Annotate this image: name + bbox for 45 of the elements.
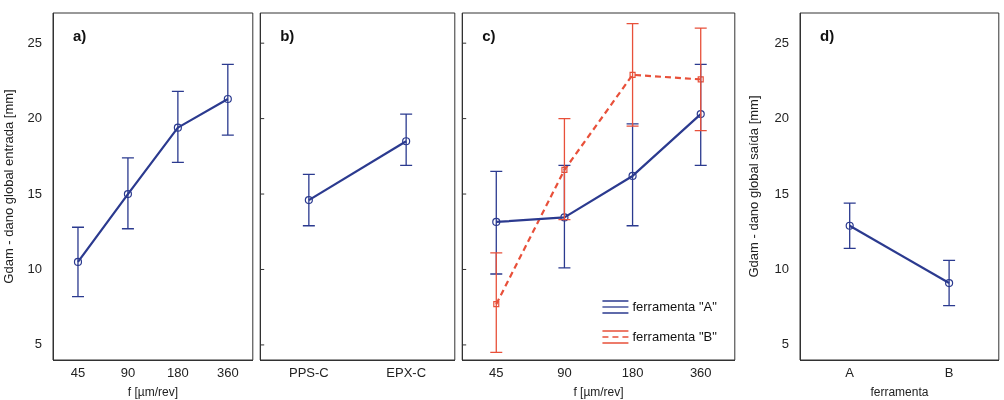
point [173, 123, 182, 132]
x-tick-label: 180 [621, 365, 644, 381]
y-axis-title: Gdam - dano global saída [mm] [746, 95, 762, 278]
point [628, 171, 637, 181]
legend-label: ferramenta "A" [632, 298, 718, 314]
legend-label: ferramenta "B" [632, 328, 718, 344]
x-tick-label: 360 [689, 365, 712, 381]
y-tick-label: 20 [27, 110, 42, 126]
y-tick-label: 5 [781, 336, 789, 352]
x-tick-label: B [944, 365, 954, 381]
x-tick-label: 360 [216, 365, 239, 381]
y-tick-label: 15 [27, 185, 42, 201]
x-tick-label: 45 [70, 365, 86, 381]
x-tick-label: 90 [120, 365, 136, 381]
point [123, 189, 133, 199]
point [629, 71, 636, 78]
text: a) [73, 26, 87, 44]
x-tick-label: 90 [557, 365, 572, 381]
x-tick-label: PPS-C [288, 365, 329, 381]
y-tick-label: 20 [774, 110, 789, 126]
text: c) [482, 26, 496, 44]
point [697, 76, 704, 83]
x-tick-label: 180 [167, 365, 189, 381]
x-axis-title: ferramenta [870, 385, 929, 400]
x-tick-label: EPX-C [386, 365, 427, 381]
x-tick-label: A [845, 365, 855, 381]
y-tick-label: 10 [774, 261, 789, 277]
point [492, 217, 501, 227]
y-tick-label: 25 [774, 34, 789, 50]
x-tick-label: 45 [489, 365, 504, 381]
y-tick-label: 25 [27, 34, 42, 50]
x-axis-title: f [µm/rev] [127, 385, 179, 400]
text: d) [820, 26, 835, 44]
y-tick-label: 10 [27, 261, 42, 277]
point [493, 301, 500, 308]
point [696, 109, 705, 119]
text: b) [280, 26, 295, 44]
y-axis-title: Gdam - dano global entrada [mm] [1, 89, 17, 284]
y-tick-label: 5 [34, 336, 42, 352]
point [223, 94, 232, 104]
x-axis-title: f [µm/rev] [573, 385, 624, 400]
y-tick-label: 15 [774, 185, 789, 201]
point [73, 257, 83, 267]
point [561, 166, 568, 173]
point [560, 213, 569, 222]
